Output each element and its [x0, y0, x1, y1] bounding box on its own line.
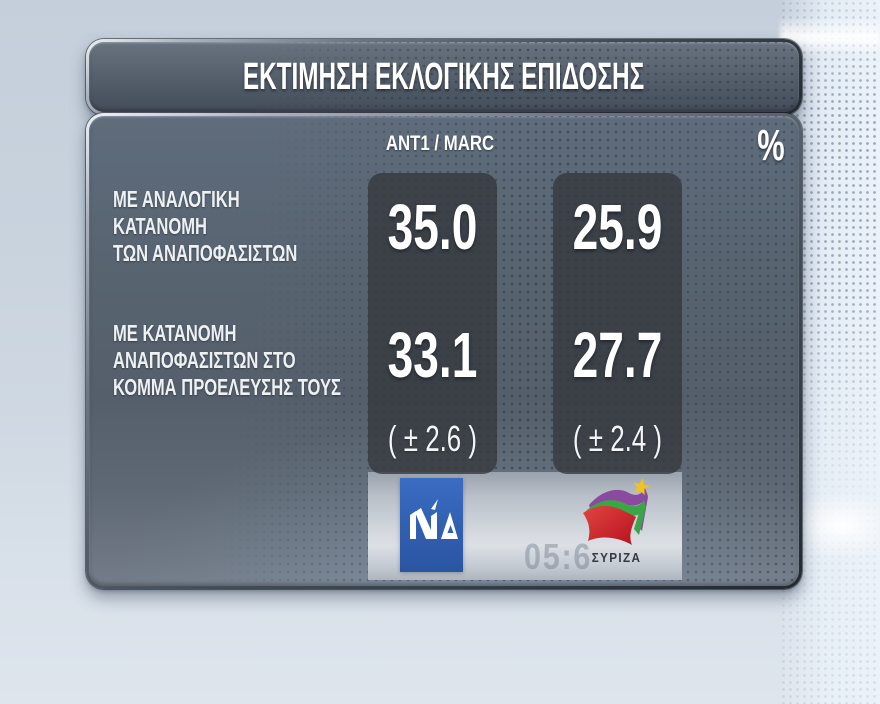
nd-margin-of-error: ( ± 2.6 ): [387, 418, 478, 459]
row-label-line: ΜΕ ΑΝΑΛΟΓΙΚΗ: [113, 186, 240, 212]
syriza-value-proportional: 25.9: [572, 191, 663, 263]
row-label-origin-party: ΜΕ ΚΑΤΑΝΟΜΗ ΑΝΑΠΟΦΑΣΙΣΤΩΝ ΣΤΟ ΚΟΜΜΑ ΠΡΟΕ…: [113, 320, 341, 401]
nd-party-logo: [400, 478, 463, 572]
row-label-line: ΚΑΤΑΝΟΜΗ: [113, 213, 207, 239]
title-bar: ΕΚΤΙΜΗΣΗ ΕΚΛΟΓΙΚΗΣ ΕΠΙΔΟΣΗΣ: [86, 39, 802, 115]
syriza-flag-icon: [583, 478, 650, 545]
percent-unit: %: [757, 121, 785, 170]
backdrop-watermark: 05:6: [524, 536, 593, 577]
syriza-margin-of-error: ( ± 2.4 ): [572, 418, 663, 459]
syriza-party-logo: ΣΥΡΙΖΑ: [576, 477, 658, 577]
page-title: ΕΚΤΙΜΗΣΗ ΕΚΛΟΓΙΚΗΣ ΕΠΙΔΟΣΗΣ: [243, 55, 645, 98]
row-label-line: ΤΩΝ ΑΝΑΠΟΦΑΣΙΣΤΩΝ: [113, 240, 298, 266]
nd-value-origin-party: 33.1: [387, 319, 478, 391]
nd-value-proportional: 35.0: [387, 191, 478, 263]
row-label-line: ΚΟΜΜΑ ΠΡΟΕΛΕΥΣΗΣ ΤΟΥΣ: [113, 374, 341, 400]
row-label-line: ΜΕ ΚΑΤΑΝΟΜΗ: [113, 320, 237, 346]
syriza-value-origin-party: 27.7: [572, 319, 663, 391]
syriza-logo-text: ΣΥΡΙΖΑ: [592, 550, 642, 565]
row-label-proportional: ΜΕ ΑΝΑΛΟΓΙΚΗ ΚΑΤΑΝΟΜΗ ΤΩΝ ΑΝΑΠΟΦΑΣΙΣΤΩΝ: [113, 186, 297, 267]
nd-logo-icon: [400, 478, 463, 572]
nd-value-column: 35.0 33.1 ( ± 2.6 ): [368, 173, 497, 474]
results-panel-surface: ANT1 / MARC % ΜΕ ΑΝΑΛΟΓΙΚΗ ΚΑΤΑΝΟΜΗ ΤΩΝ …: [89, 116, 799, 586]
syriza-value-column: 25.9 27.7 ( ± 2.4 ): [553, 173, 682, 474]
logo-strip: 05:6: [368, 472, 682, 580]
row-label-line: ΑΝΑΠΟΦΑΣΙΣΤΩΝ ΣΤΟ: [113, 347, 296, 373]
results-panel: ANT1 / MARC % ΜΕ ΑΝΑΛΟΓΙΚΗ ΚΑΤΑΝΟΜΗ ΤΩΝ …: [86, 113, 802, 589]
poll-source: ANT1 / MARC: [385, 132, 495, 155]
title-bar-surface: ΕΚΤΙΜΗΣΗ ΕΚΛΟΓΙΚΗΣ ΕΠΙΔΟΣΗΣ: [89, 42, 799, 112]
